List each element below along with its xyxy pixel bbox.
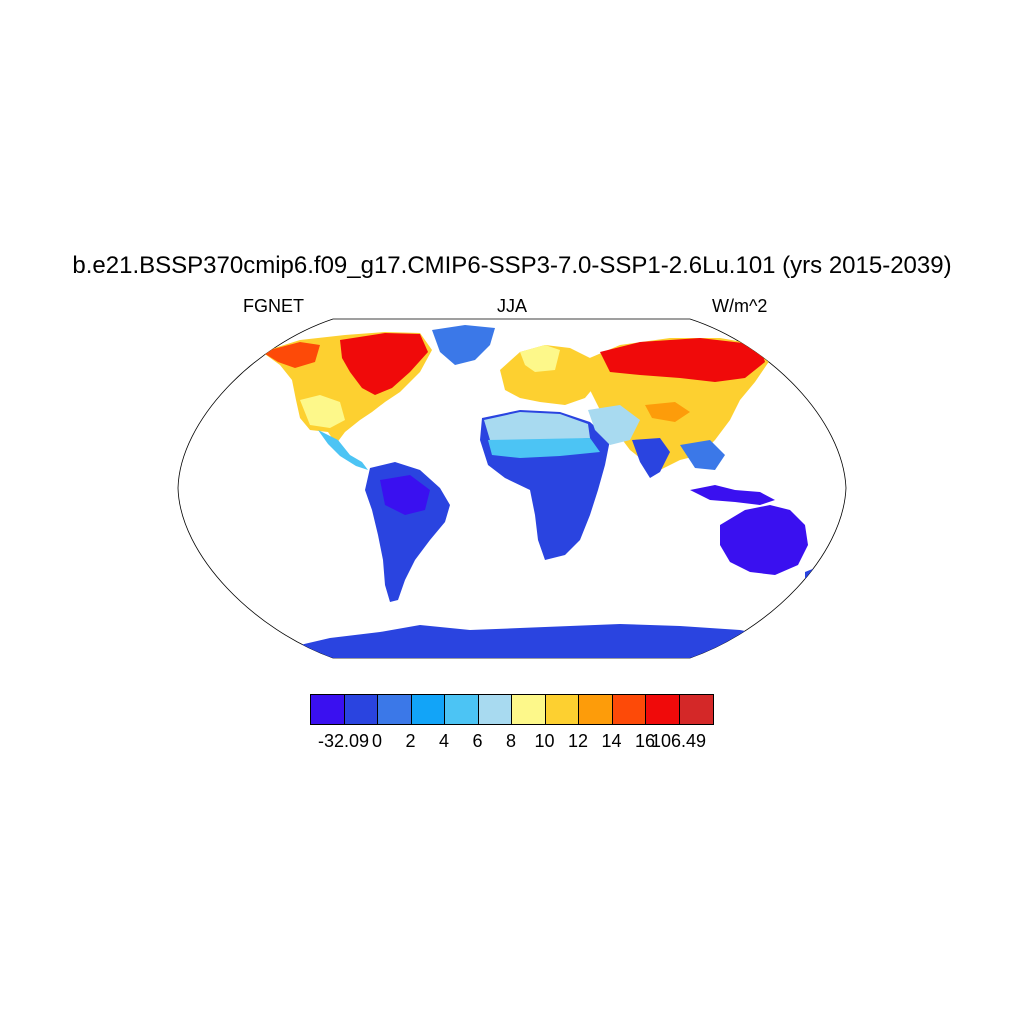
region-se-asia xyxy=(680,440,725,470)
land-greenland xyxy=(432,325,495,365)
region-middle-east xyxy=(588,405,640,445)
region-sahara xyxy=(484,412,590,442)
region-great-plains xyxy=(300,395,345,428)
units-label: W/m^2 xyxy=(712,296,768,316)
region-mexico xyxy=(318,430,368,470)
figure-title: b.e21.BSSP370cmip6.f09_g17.CMIP6-SSP3-7.… xyxy=(72,252,952,279)
region-siberia xyxy=(600,338,765,382)
colorbar-box xyxy=(545,695,579,724)
colorbar-box xyxy=(579,695,613,724)
colorbar-box xyxy=(478,695,512,724)
colorbar-box xyxy=(411,695,445,724)
colorbar-tick-label: 6 xyxy=(472,731,483,751)
colorbar-box xyxy=(445,695,479,724)
colorbar-tick-label: -32.09 xyxy=(317,731,370,751)
land-indonesia xyxy=(690,485,775,505)
region-scandinavia xyxy=(520,345,560,372)
colorbar-box xyxy=(646,695,680,724)
region-canada-hot xyxy=(340,333,428,395)
colorbar-box xyxy=(512,695,546,724)
colorbar xyxy=(310,694,714,725)
colorbar-tick-label: 10 xyxy=(534,731,555,751)
region-sahel xyxy=(488,438,600,458)
variable-label: FGNET xyxy=(243,296,304,316)
season-label: JJA xyxy=(496,296,528,316)
colorbar-labels: -32.09 0 2 4 6 8 10 12 14 16 106.49 xyxy=(0,731,1024,755)
colorbar-box xyxy=(378,695,412,724)
colorbar-tick-label: 8 xyxy=(505,731,517,751)
colorbar-tick-label: 2 xyxy=(405,731,416,751)
land-antarctica xyxy=(280,624,810,658)
colorbar-tick-label: 14 xyxy=(601,731,622,751)
colorbar-box xyxy=(311,695,345,724)
colorbar-tick-label: 106.49 xyxy=(650,731,707,751)
colorbar-tick-label: 16 xyxy=(634,731,656,751)
region-amazon xyxy=(380,475,430,515)
colorbar-box xyxy=(612,695,646,724)
colorbar-box xyxy=(344,695,378,724)
colorbar-tick-label: 12 xyxy=(567,731,589,751)
colorbar-box xyxy=(679,695,713,724)
region-tibet xyxy=(645,402,690,422)
land-australia xyxy=(720,505,808,575)
region-alaska xyxy=(262,342,320,368)
region-india xyxy=(632,438,670,478)
land-new-zealand xyxy=(805,568,825,592)
colorbar-tick-label: 0 xyxy=(371,731,383,751)
colorbar-tick-label: 4 xyxy=(438,731,450,751)
